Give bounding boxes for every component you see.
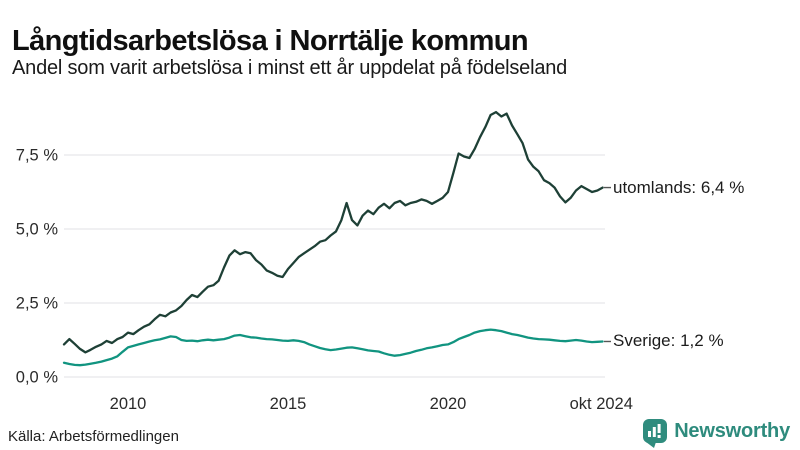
- y-axis-tick-label: 0,0 %: [16, 369, 59, 387]
- x-axis-tick-label: okt 2024: [570, 395, 633, 413]
- series-label-utomlands: utomlands: 6,4 %: [613, 177, 745, 197]
- y-axis-tick-label: 2,5 %: [16, 295, 59, 313]
- y-axis-tick-label: 7,5 %: [16, 147, 59, 165]
- source-attribution: Källa: Arbetsförmedlingen: [8, 428, 179, 445]
- page-title: Långtidsarbetslösa i Norrtälje kommun: [12, 25, 529, 58]
- x-axis-tick-label: 2015: [270, 395, 307, 413]
- newsworthy-logo: Newsworthy: [643, 419, 790, 448]
- x-axis-tick-label: 2020: [430, 395, 467, 413]
- page-subtitle: Andel som varit arbetslösa i minst ett å…: [12, 57, 568, 79]
- series-line-utomlands: [62, 110, 604, 354]
- newsworthy-bar-chart-icon: [643, 419, 668, 448]
- series-label-sverige: Sverige: 1,2 %: [613, 331, 724, 351]
- series-line-sverige: [62, 328, 604, 367]
- y-axis-tick-label: 5,0 %: [16, 221, 59, 239]
- newsworthy-wordmark: Newsworthy: [674, 419, 790, 442]
- x-axis-tick-label: 2010: [110, 395, 147, 413]
